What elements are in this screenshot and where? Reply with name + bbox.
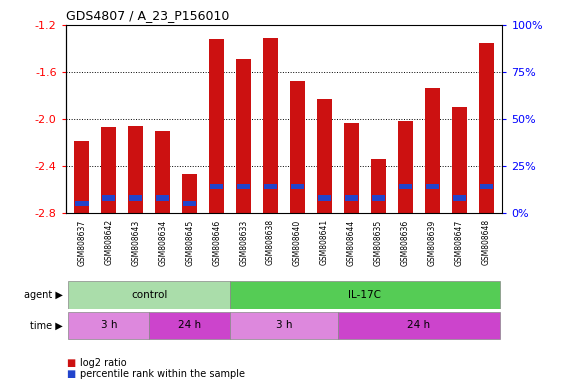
Bar: [452, 107, 467, 213]
Bar: [372, 195, 385, 201]
Bar: [156, 195, 170, 201]
Bar: [69, 312, 149, 339]
Bar: [318, 195, 331, 201]
Text: log2 ratio: log2 ratio: [80, 358, 127, 368]
Bar: [425, 88, 440, 213]
Bar: [236, 59, 251, 213]
Bar: [317, 99, 332, 213]
Text: control: control: [131, 290, 167, 300]
Text: GDS4807 / A_23_P156010: GDS4807 / A_23_P156010: [66, 9, 229, 22]
Bar: [291, 184, 304, 189]
Bar: [426, 184, 439, 189]
Bar: [182, 174, 197, 213]
Bar: [399, 184, 412, 189]
Text: ■: ■: [66, 358, 75, 368]
Bar: [102, 127, 116, 213]
Bar: [230, 312, 338, 339]
Bar: [264, 184, 278, 189]
Bar: [344, 122, 359, 213]
Bar: [155, 131, 170, 213]
Bar: [183, 201, 196, 206]
Bar: [479, 43, 494, 213]
Bar: [345, 195, 358, 201]
Text: time ▶: time ▶: [30, 320, 63, 331]
Bar: [453, 195, 466, 201]
Bar: [102, 195, 115, 201]
Bar: [128, 126, 143, 213]
Bar: [129, 195, 142, 201]
Text: agent ▶: agent ▶: [24, 290, 63, 300]
Bar: [75, 201, 89, 206]
Bar: [149, 312, 230, 339]
Bar: [237, 184, 250, 189]
Text: percentile rank within the sample: percentile rank within the sample: [80, 369, 245, 379]
Text: 3 h: 3 h: [100, 320, 117, 331]
Bar: [371, 159, 386, 213]
Bar: [69, 281, 230, 309]
Text: ■: ■: [66, 369, 75, 379]
Text: 24 h: 24 h: [407, 320, 431, 331]
Bar: [398, 121, 413, 213]
Text: 24 h: 24 h: [178, 320, 201, 331]
Bar: [263, 38, 278, 213]
Bar: [338, 312, 500, 339]
Bar: [480, 184, 493, 189]
Bar: [210, 184, 223, 189]
Bar: [209, 39, 224, 213]
Text: 3 h: 3 h: [276, 320, 292, 331]
Bar: [290, 81, 305, 213]
Text: IL-17C: IL-17C: [348, 290, 381, 300]
Bar: [74, 141, 89, 213]
Bar: [230, 281, 500, 309]
